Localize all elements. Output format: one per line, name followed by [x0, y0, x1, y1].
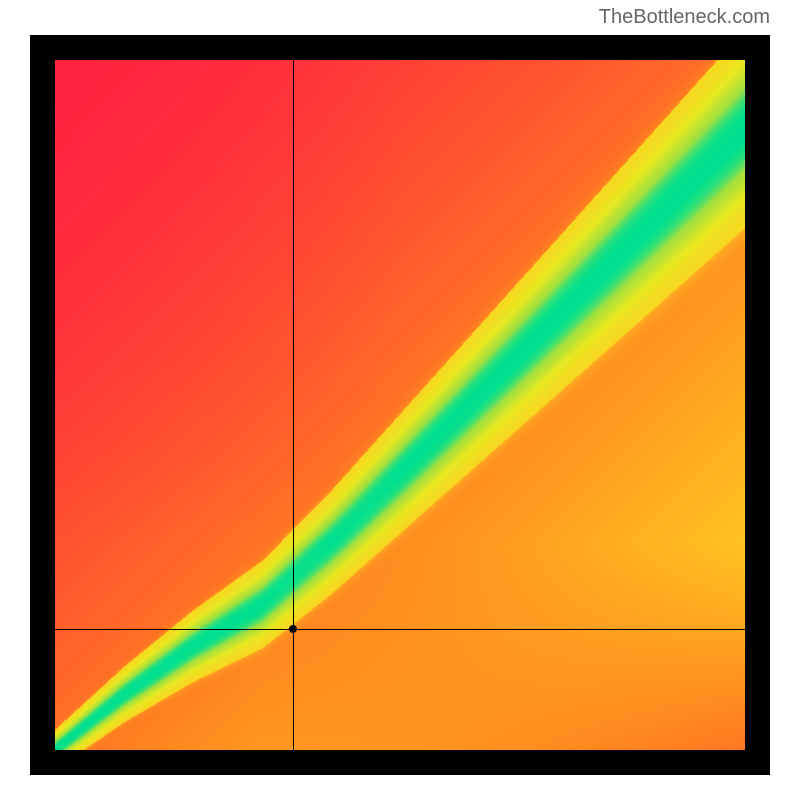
marker-dot	[289, 625, 297, 633]
container: TheBottleneck.com	[0, 0, 800, 800]
crosshair-horizontal	[55, 629, 745, 630]
crosshair-vertical	[293, 60, 294, 750]
heatmap-canvas	[55, 60, 745, 750]
plot-area	[55, 60, 745, 750]
chart-frame	[30, 35, 770, 775]
watermark-text: TheBottleneck.com	[599, 6, 770, 29]
